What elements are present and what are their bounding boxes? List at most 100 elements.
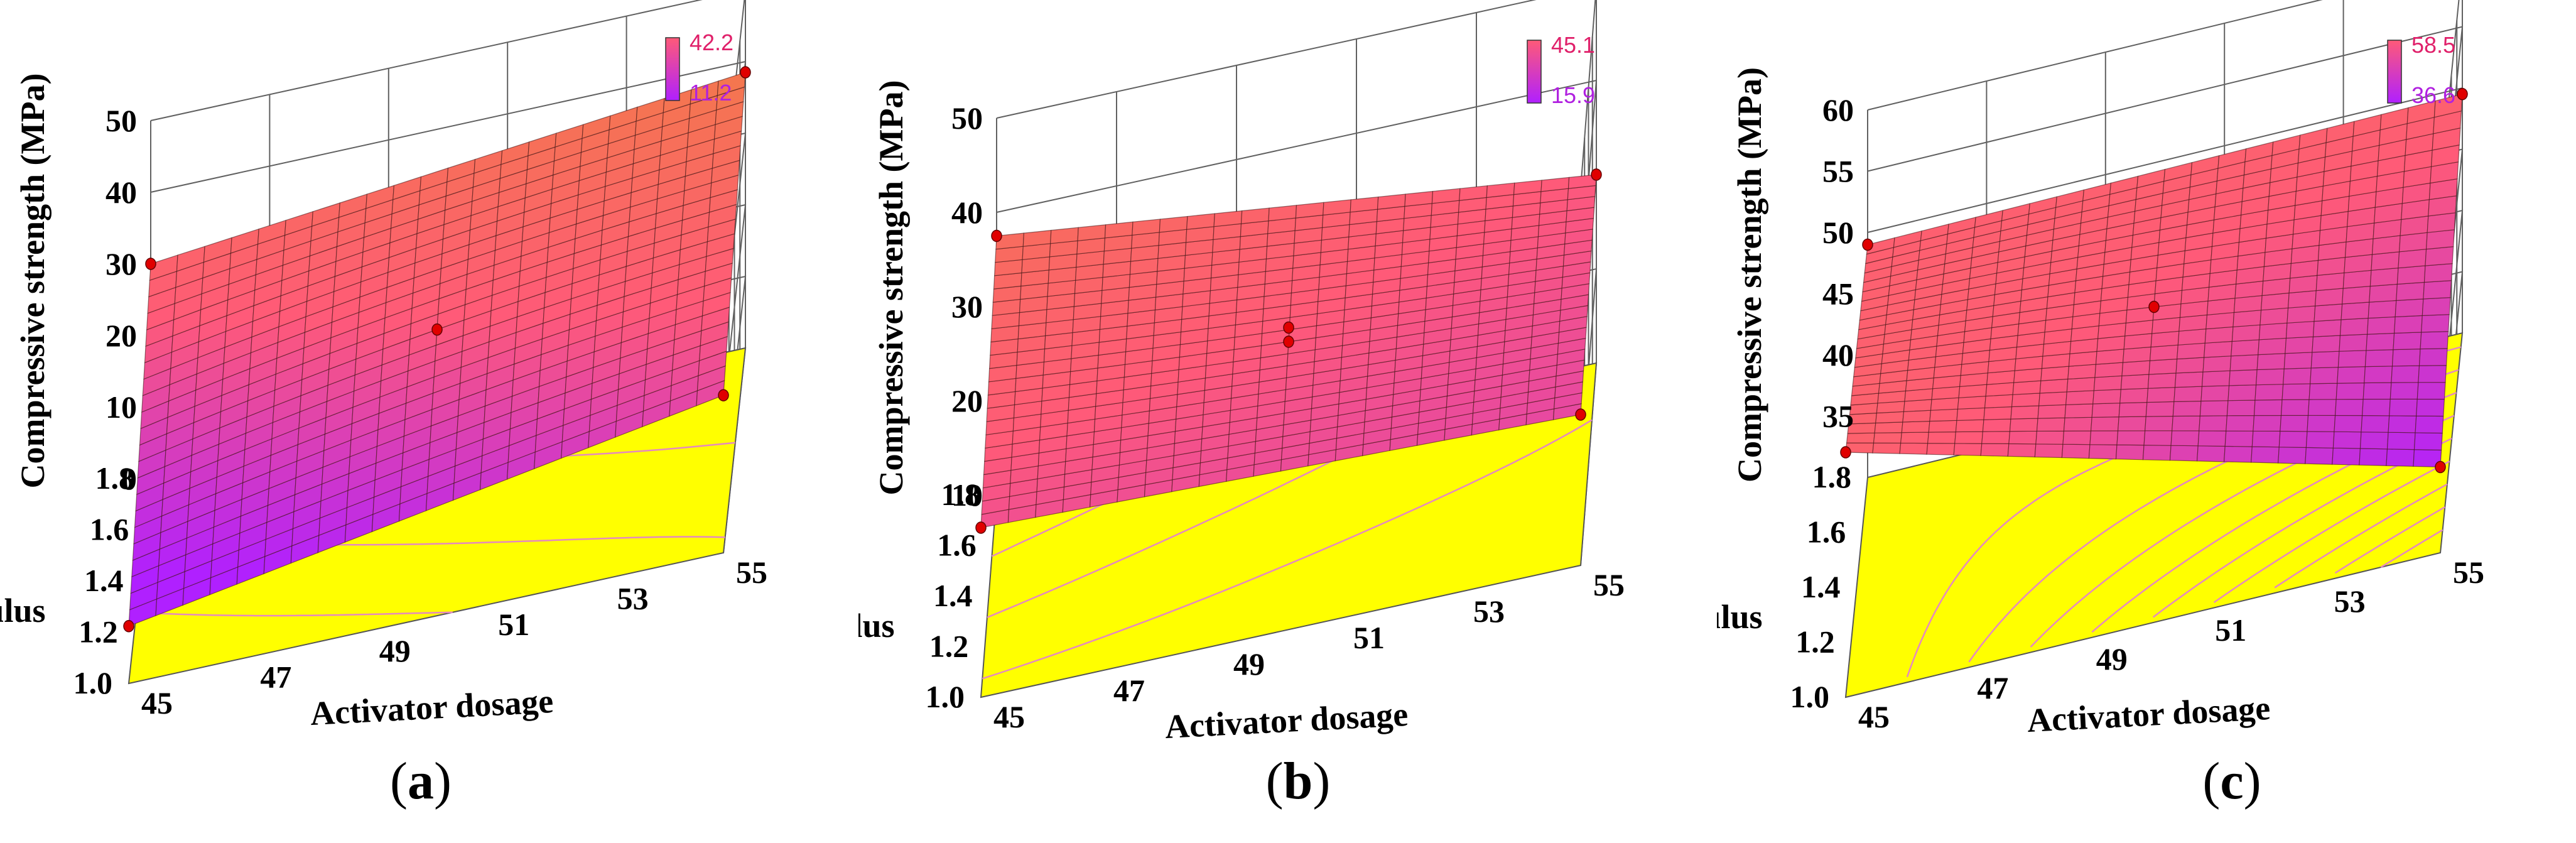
surface-cell [1953,443,1983,456]
surface-cell [2231,324,2261,342]
surface-cell [2315,272,2345,291]
surface-cell [2258,322,2288,340]
surface-cell [2285,320,2315,339]
surface-cell [2364,366,2393,384]
x-tick-label: 53 [1473,594,1505,629]
surface-cell [1955,419,1984,433]
surface-cell [1926,442,1956,455]
y-tick-label: 1.2 [1795,624,1835,660]
z-tick-label: 50 [951,101,983,136]
surface-cell [2310,366,2339,384]
surface-cell [2090,416,2119,432]
surface-cell [1104,221,1134,239]
x-axis-label: Activator dosage [1164,695,1409,746]
surface-cell [2172,400,2202,417]
surface-cell [2332,447,2361,465]
surface-cell [2280,415,2309,432]
surface-cell [1295,202,1324,219]
surface-cell [2037,404,2067,419]
surface-cell [2281,383,2311,401]
surface-cell [2341,302,2370,320]
z-axis-label: Compressive strength (MPa) [872,80,910,496]
surface-cell [2036,417,2065,432]
surface-cell [2339,317,2369,336]
z-tick-label: 45 [1822,276,1854,312]
surface-cell [2369,267,2399,287]
surface-cell [2202,356,2232,373]
surface-cell [2204,326,2234,344]
surface-cell [2116,430,2146,446]
surface-cell [2008,430,2038,445]
surface-cell [2201,370,2231,387]
response-surface [980,174,1597,528]
surface-cell [2200,385,2230,402]
surface-cell [2223,445,2253,463]
panel-label-c: (c) [2202,752,2261,810]
surface-cell [2307,399,2337,416]
z-axis-label: Compressive strength (MPa) [1731,67,1768,482]
surface-cell [1900,432,1929,444]
surface-cell [2012,380,2042,395]
y-tick-label: 1.0 [73,665,113,700]
surface-cell [2423,280,2452,300]
surface-cell [2386,432,2416,450]
x-tick-label: 45 [993,699,1025,734]
surface-cell [2389,382,2419,400]
y-axis-label: Modulus [0,592,46,629]
surface-cell [2145,415,2173,432]
surface-cell [2226,415,2255,432]
y-tick-label: 1.8 [1812,459,1852,494]
surface-cell [2314,303,2343,322]
y-tick-label: 1.0 [1790,679,1830,714]
z-tick-label: 55 [1822,154,1854,189]
surface-cell [2147,373,2177,389]
panel-label-a: (a) [390,752,452,810]
surface-cell [1159,215,1188,233]
y-axis-label: Modulus [858,607,895,644]
surface-cell [2258,337,2287,356]
surface-cell [2334,415,2363,433]
surface-cell [2120,374,2150,390]
x-tick-label: 51 [2215,612,2246,648]
surface-cell [1323,199,1351,216]
surface-cell [1930,397,1959,411]
contour-line [2380,529,2443,568]
surface-cell [1240,207,1270,224]
surface-cell [2149,344,2178,361]
surface-cell [2063,416,2092,432]
panel-a: 0 10 20 30 40 50 1.0 1.2 1.4 1.6 1.8 45 47 49 51 53 55 Co… [0,0,858,843]
surface-cell [2362,382,2392,400]
surface-cell [2010,405,2040,420]
surface-cell [2280,399,2310,416]
y-tick-label: 1.4 [933,578,973,613]
surface-cell [2285,336,2314,354]
surface-cell [2253,415,2282,432]
y-tick-label: 1.6 [90,512,129,547]
z-tick-label: 40 [106,175,137,210]
chart-b: 10 20 30 40 50 1.0 1.2 1.4 1.6 1.8 45 47 49 51 53 55 Com… [858,0,1625,746]
surface-cell [2177,328,2207,345]
surface-cell [2118,401,2148,418]
surface-cell [2391,365,2420,383]
y-tick-label: 1.2 [929,629,969,664]
surface-cell [2229,354,2259,371]
surface-cell [2416,381,2446,400]
y-tick-label: 1.4 [84,563,124,598]
z-tick-label: 50 [106,103,137,138]
surface-cell [2308,383,2338,400]
surface-cell [1077,224,1107,241]
design-point [1591,168,1602,181]
response-surface [128,72,746,627]
surface-cell [2369,283,2398,303]
surface-cell [2305,447,2334,465]
x-tick-label: 45 [1858,699,1890,734]
surface-cell [2142,444,2172,461]
z-tick-label: 0 [121,461,137,496]
surface-cell [2364,349,2394,367]
surface-cell [1268,205,1297,222]
x-tick-label: 49 [2096,641,2128,677]
surface-cell [1954,431,1984,444]
surface-cell [2396,265,2426,285]
surface-cell [1872,442,1902,454]
surface-cell [2196,445,2226,462]
